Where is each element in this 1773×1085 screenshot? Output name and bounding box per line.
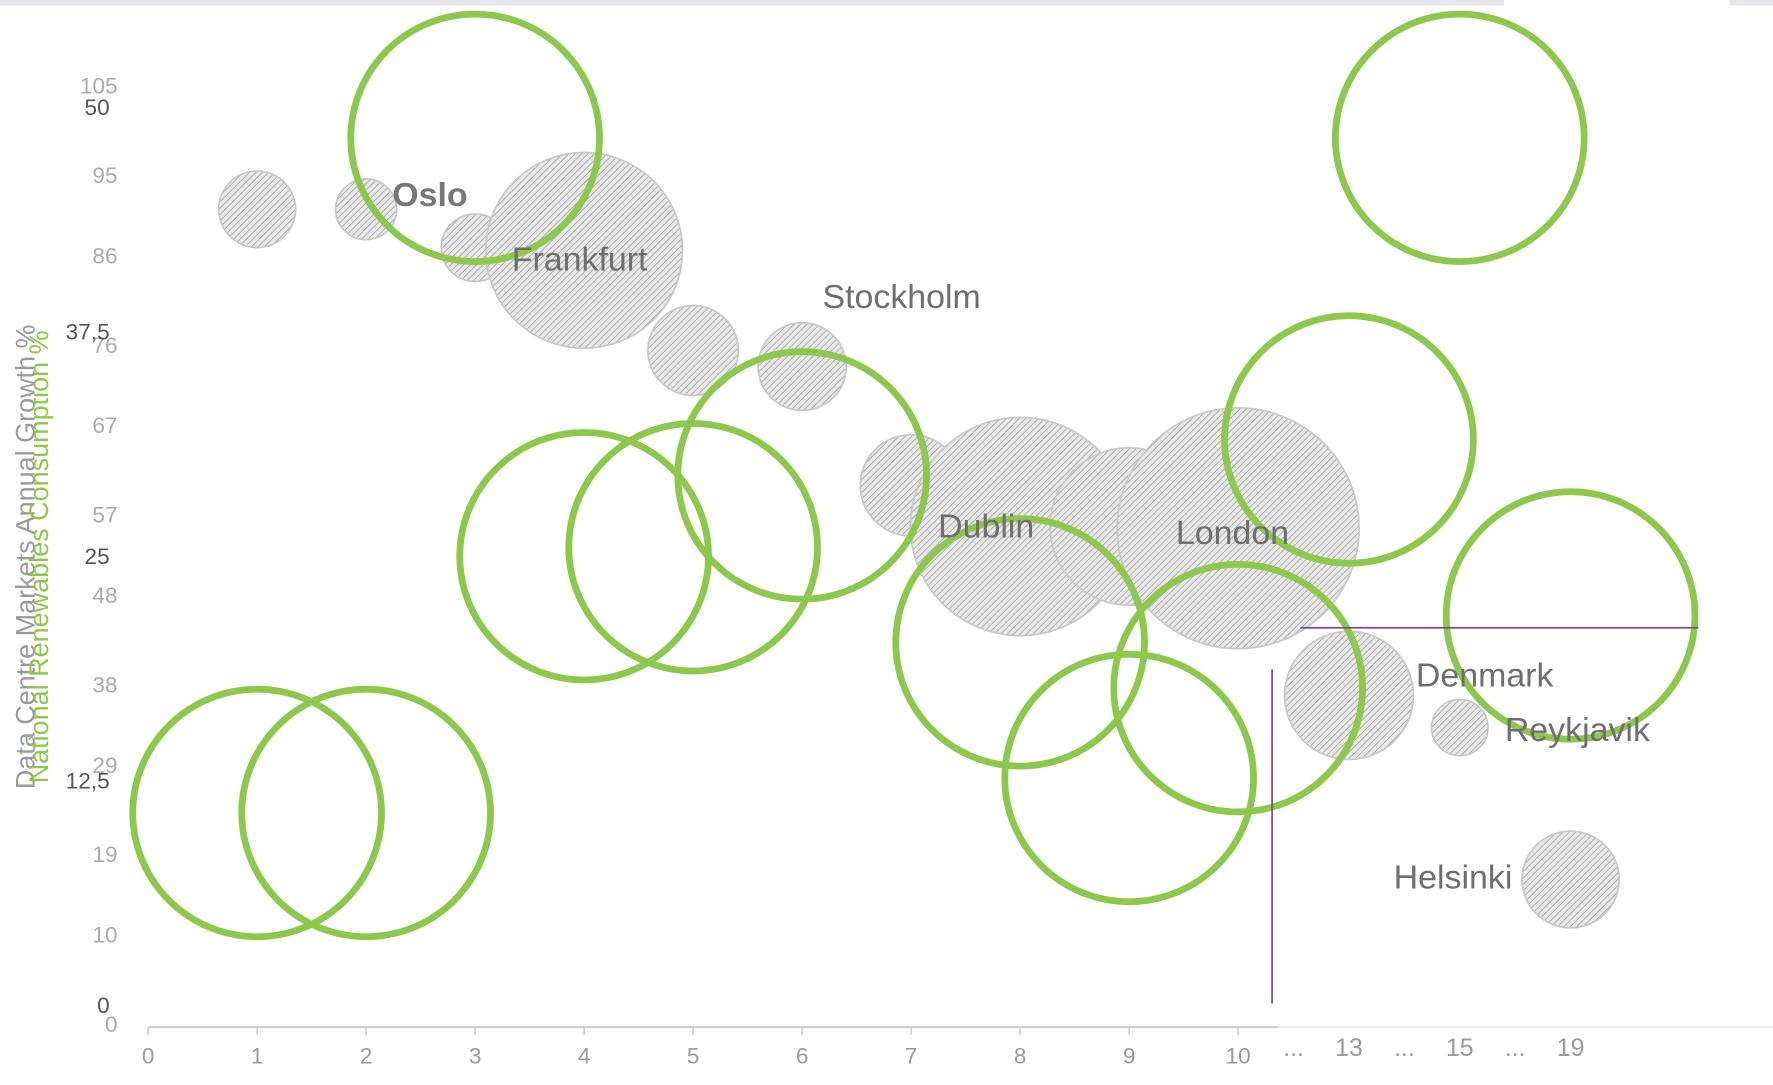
y-tick-label: 48 (92, 583, 117, 608)
top-strip (1730, 0, 1773, 6)
y2-axis-title: National Renewables Consumption % (24, 330, 54, 783)
bubble-label: Reykjavik (1505, 711, 1650, 749)
bubble-label: Denmark (1416, 656, 1554, 694)
y-tick-label: 76 (92, 333, 117, 358)
bubble-label: Oslo (392, 176, 467, 214)
bubble (484, 151, 684, 350)
x-tick-label: 6 (796, 1043, 809, 1068)
x-tick-label: 0 (142, 1043, 155, 1068)
y-axis-title: Data Centre Markets Annual Growth % (10, 324, 40, 789)
y-tick-label: 86 (92, 244, 117, 269)
x-tick-label: ... (1394, 1035, 1415, 1062)
bubble (456, 429, 712, 684)
x-tick-label: 2 (360, 1043, 373, 1068)
y-tick-label: 57 (92, 503, 117, 528)
bubble (1116, 407, 1360, 650)
x-tick-label: 19 (1557, 1035, 1585, 1062)
y-tick-label: 95 (92, 163, 117, 188)
bubble-label: Stockholm (822, 278, 980, 316)
bubble (1332, 10, 1588, 265)
bubble (238, 685, 494, 941)
y-tick-label: 38 (92, 672, 117, 697)
x-tick-label: 4 (578, 1043, 591, 1068)
top-strip (0, 0, 1504, 6)
x-tick-label: 5 (687, 1043, 700, 1068)
y2-tick-label: 37,5 (66, 320, 110, 345)
bubble (647, 304, 740, 397)
bubble-label: London (1176, 514, 1289, 552)
bubble-label: Helsinki (1394, 858, 1513, 896)
y-tick-label: 105 (80, 74, 118, 99)
x-tick-label: 10 (1226, 1043, 1251, 1068)
y2-tick-label: 25 (85, 544, 110, 569)
x-tick-label: ... (1505, 1035, 1526, 1062)
bubble-label: Frankfurt (512, 241, 648, 279)
bubble (1001, 650, 1257, 906)
x-tick-label: 8 (1014, 1043, 1027, 1068)
y-tick-label: 19 (92, 842, 117, 867)
bubble (1221, 312, 1477, 567)
y2-tick-label: 50 (85, 95, 110, 120)
x-tick-label: 1 (251, 1043, 264, 1068)
bubble (129, 685, 385, 941)
y-tick-label: 67 (92, 413, 117, 438)
x-tick-label: 9 (1123, 1043, 1136, 1068)
y-tick-label: 29 (92, 753, 117, 778)
bubble (1110, 561, 1366, 816)
bubble (674, 348, 930, 603)
x-tick-label: ... (1283, 1035, 1304, 1062)
bubble (1442, 488, 1699, 743)
y-tick-label: 10 (92, 923, 117, 948)
y2-tick-label: 12,5 (66, 768, 110, 793)
bubble (757, 321, 848, 412)
bubble (1430, 698, 1489, 757)
x-tick-label: 7 (905, 1043, 918, 1068)
x-tick-label: 15 (1446, 1035, 1474, 1062)
bubble (347, 10, 603, 265)
bubble (565, 420, 821, 675)
x-tick-label: 13 (1335, 1035, 1363, 1062)
bubble-label: Dublin (938, 508, 1034, 546)
bubble (217, 170, 297, 249)
x-tick-label: 3 (469, 1043, 482, 1068)
y2-tick-label: 0 (97, 993, 110, 1018)
y-tick-label: 0 (105, 1012, 118, 1037)
bubble (334, 178, 398, 241)
bubble (1521, 830, 1621, 929)
bubble (892, 515, 1148, 770)
